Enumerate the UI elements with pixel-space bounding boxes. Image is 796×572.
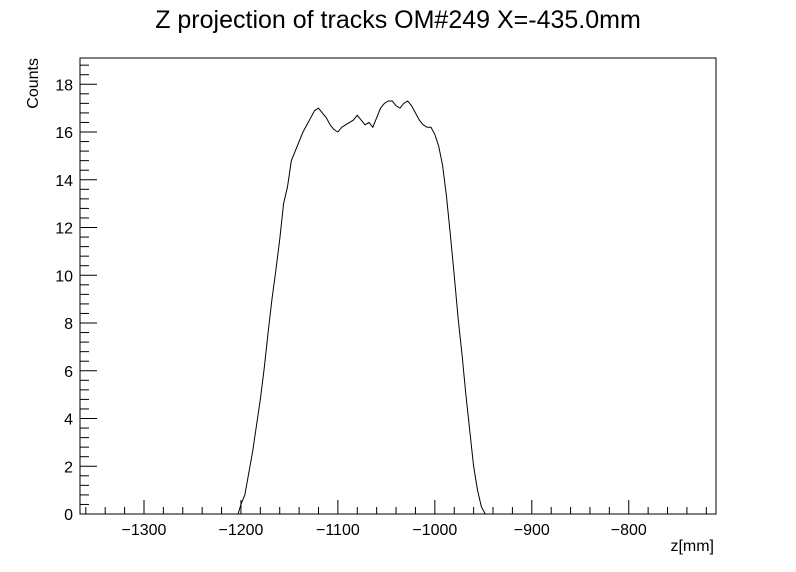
y-tick-label: 2 <box>64 459 73 476</box>
y-axis-label: Counts <box>25 58 42 109</box>
x-tick-label: −1200 <box>218 522 263 539</box>
y-tick-label: 10 <box>55 268 73 285</box>
y-tick-label: 16 <box>55 125 73 142</box>
y-tick-label: 6 <box>64 364 73 381</box>
y-tick-label: 18 <box>55 77 73 94</box>
y-tick-label: 12 <box>55 221 73 238</box>
x-tick-label: −1000 <box>412 522 457 539</box>
y-tick-label: 8 <box>64 316 73 333</box>
x-axis-label: z[mm] <box>670 538 714 555</box>
x-tick-label: −900 <box>514 522 550 539</box>
x-tick-label: −1300 <box>122 522 167 539</box>
y-axis: 0 2 4 6 8 10 12 14 16 18 <box>55 64 97 524</box>
series-line <box>237 100 555 515</box>
x-axis: −1300 −1200 −1100 −1000 −900 −800 <box>85 500 707 539</box>
plot-frame <box>79 57 717 515</box>
chart-title: Z projection of tracks OM#249 X=-435.0mm <box>155 6 641 34</box>
x-tick-label: −800 <box>611 522 647 539</box>
x-tick-label: −1100 <box>316 522 360 539</box>
y-tick-label: 14 <box>55 173 73 190</box>
y-tick-label: 0 <box>64 507 73 524</box>
y-tick-label: 4 <box>64 412 73 429</box>
